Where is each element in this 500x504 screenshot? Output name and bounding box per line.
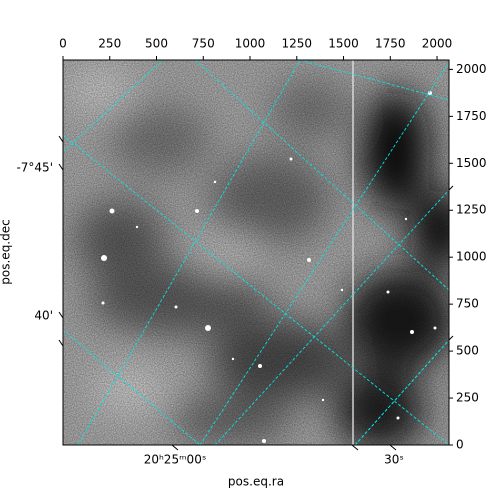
y-tick-label: 1000	[456, 250, 487, 264]
x-axis-label: pos.eq.ra	[228, 475, 284, 489]
x-tick-label: 500	[145, 37, 168, 51]
y-tick-label: 2000	[456, 62, 487, 76]
sky-image	[63, 60, 449, 445]
ra-tick-label: 30ˢ	[384, 453, 404, 467]
y-axis-label: pos.eq.dec	[0, 219, 13, 284]
y-tick-label: 500	[456, 344, 479, 358]
x-tick-label: 1750	[375, 37, 406, 51]
y-tick-label: 1250	[456, 203, 487, 217]
y-tick-label: 750	[456, 297, 479, 311]
x-tick-label: 1250	[281, 37, 312, 51]
x-tick-label: 750	[192, 37, 215, 51]
x-tick-label: 0	[59, 37, 67, 51]
y-tick-label: 1500	[456, 156, 487, 170]
ra-tick-label: 20ʰ25ᵐ00ˢ	[144, 453, 207, 467]
y-tick-label: 1750	[456, 109, 487, 123]
x-tick-label: 1000	[235, 37, 266, 51]
x-tick-label: 2000	[422, 37, 453, 51]
dec-tick-label: -7°45'	[16, 161, 53, 175]
axes-frame	[62, 59, 450, 446]
x-tick-label: 250	[98, 37, 121, 51]
dec-tick-label: 40'	[34, 309, 53, 323]
x-tick-label: 1500	[328, 37, 359, 51]
y-tick-label: 0	[456, 438, 464, 452]
y-tick-label: 250	[456, 391, 479, 405]
coordinate-grid	[63, 60, 449, 445]
